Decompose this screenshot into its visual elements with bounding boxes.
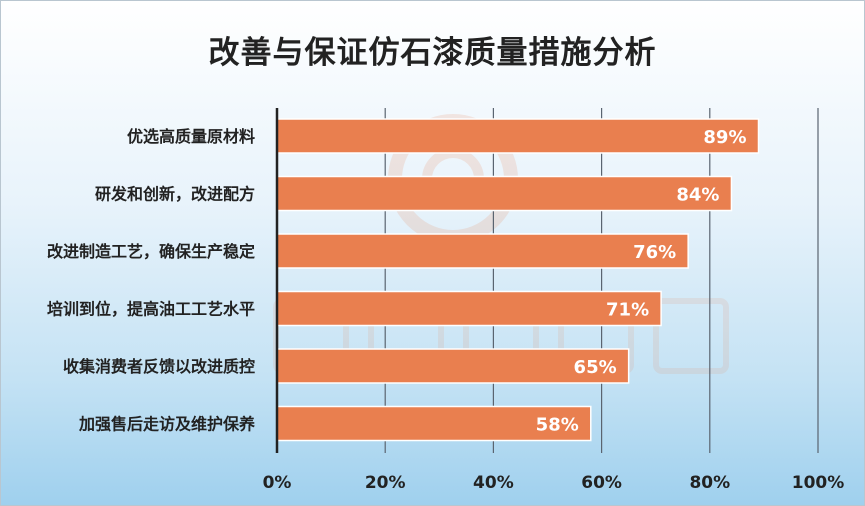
data-label: 58% xyxy=(536,415,579,436)
x-tick-label: 60% xyxy=(581,473,622,493)
data-label: 89% xyxy=(703,127,746,148)
bar xyxy=(276,348,630,384)
data-label: 84% xyxy=(676,185,719,206)
bar xyxy=(276,175,733,212)
category-label: 改进制造工艺，确保生产稳定 xyxy=(47,242,255,261)
x-tick-label: 20% xyxy=(365,473,406,493)
x-tick-label: 80% xyxy=(689,473,730,493)
bar xyxy=(276,290,662,327)
x-tick-label: 40% xyxy=(473,473,514,493)
data-label: 65% xyxy=(574,357,617,378)
category-label: 加强售后走访及维护保养 xyxy=(78,415,256,434)
data-label: 76% xyxy=(633,242,676,263)
category-label: 研发和创新，改进配方 xyxy=(95,185,255,204)
x-tick-label: 0% xyxy=(263,473,292,493)
x-tick-label: 100% xyxy=(792,473,845,493)
category-label: 优选高质量原材料 xyxy=(127,127,255,146)
bar xyxy=(276,233,689,269)
data-label: 71% xyxy=(606,300,649,321)
category-label: 收集消费者反馈以改进质控 xyxy=(63,357,255,376)
bar xyxy=(276,118,760,154)
chart-title: 改善与保证仿石漆质量措施分析 xyxy=(208,35,657,71)
category-label: 培训到位，提高油工工艺水平 xyxy=(47,300,255,319)
